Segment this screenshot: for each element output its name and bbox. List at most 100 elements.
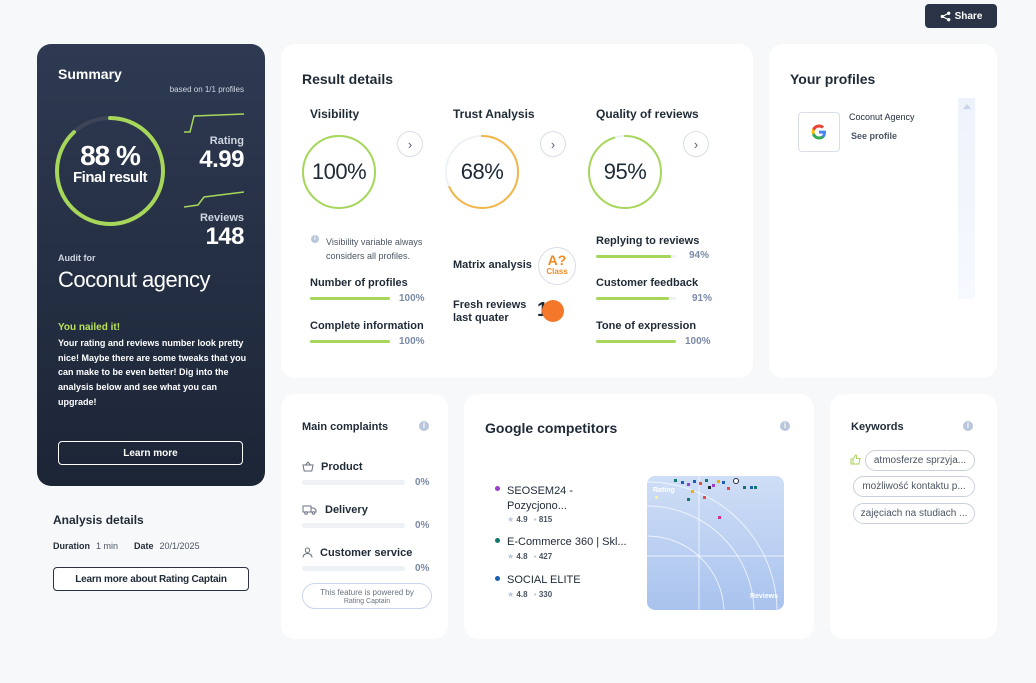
visibility-note: Visibility variable always considers all… [326,237,423,261]
learn-more-label: Learn more [123,447,178,459]
competitor-1-reviews: 427 [538,552,553,561]
qual-row-0-pct: 94% [689,250,710,261]
chart-point [754,486,757,489]
chart-arc-3 [647,481,778,610]
final-result-gauge [55,116,165,226]
fresh-label: Fresh reviews last quater [453,299,527,324]
chevron-right-icon: › [693,136,699,152]
keyword-tag-2[interactable]: zajęciach na studiach ... [853,503,975,524]
chart-point [655,496,658,499]
learn-more-button[interactable]: Learn more [58,441,243,465]
complaint-0-bar [302,480,405,485]
quality-title: Quality of reviews [596,107,699,121]
matrix-class-text: Class [546,267,568,276]
powered-by-badge: This feature is powered by Rating Captai… [302,583,432,609]
reviews-label: Reviews [199,212,244,224]
star-icon: ★ [507,552,515,561]
competitors-scatter-chart: Rating Reviews [647,476,784,610]
competitor-1-dot [495,538,500,543]
chart-point [687,483,690,486]
profile-name: Coconut Agency [849,112,915,122]
see-profile-link[interactable]: See profile [851,131,898,141]
qual-row-2-bar [596,340,676,343]
keyword-tag-1[interactable]: możliwość kontaktu p... [853,476,975,497]
scroll-up-icon[interactable] [962,104,971,109]
competitor-1-name: E-Commerce 360 | Skl... [507,536,627,548]
qual-row-1-bar [596,297,676,300]
visibility-info-icon: i [311,235,319,243]
complaint-2-bar [302,566,405,571]
summary-card: Summary based on 1/1 profiles 88 % Final… [37,44,265,486]
chart-y-label: Rating [653,487,675,494]
vis-row-0-label: Number of profiles [310,277,408,289]
date-label: Date [134,541,154,551]
competitor-0-meta: ★ 4.9 ▪ 815 [507,515,552,524]
thumbs-up-icon [850,454,861,465]
keywords-info-icon[interactable]: i [963,421,973,431]
quality-percent: 95% [603,159,647,184]
quality-gauge [588,135,662,209]
qual-row-2-pct: 100% [685,336,711,347]
basket-icon [302,461,314,472]
based-on-text: based on 1/1 profiles [169,85,244,94]
chart-arc-1 [647,535,725,610]
competitor-2-dot [495,576,500,581]
keywords-title: Keywords [851,421,904,433]
complaint-2-pct: 0% [415,563,430,574]
qual-row-1-label: Customer feedback [596,277,699,289]
trust-title: Trust Analysis [453,107,535,121]
chart-x-label: Reviews [750,593,778,600]
analysis-title: Analysis details [53,513,144,527]
chart-background [647,476,784,610]
duration-value: 1 min [96,541,119,551]
rating-trend-line [184,113,244,133]
chart-point [691,490,694,493]
complaints-card: Main complaints i Product 0% Delivery 0%… [281,394,448,639]
learn-more-rc-button[interactable]: Learn more about Rating Captain [53,567,249,591]
star-icon: ★ [507,515,515,524]
competitor-0-reviews: 815 [538,515,553,524]
vis-row-1-bar [310,340,390,343]
reviews-value: 148 [205,223,244,250]
chart-point [681,481,684,484]
chart-point-own [733,478,739,484]
trust-next-button[interactable]: › [540,131,566,157]
chart-point [699,482,702,485]
comment-icon: ▪ [533,590,537,599]
visibility-percent: 100% [311,159,367,184]
matrix-badge-text: A? [547,252,567,268]
chart-point [727,487,730,490]
share-label: Share [954,10,983,22]
quality-next-button[interactable]: › [683,131,709,157]
complaint-1-bar [302,523,405,528]
vis-row-1-pct: 100% [399,336,425,347]
keyword-tag-0[interactable]: atmosferze sprzyja... [865,450,975,471]
competitors-info-icon[interactable]: i [780,421,790,431]
rating-value: 4.99 [199,146,244,173]
duration-label: Duration [53,541,90,551]
competitors-card: Google competitors i SEOSEM24 - Pozycjon… [464,394,814,639]
complaints-info-icon[interactable]: i [419,421,429,431]
profiles-scrollbar[interactable] [958,98,975,299]
complaint-0-pct: 0% [415,477,430,488]
competitor-0-name: SEOSEM24 - Pozycjono... [507,485,574,512]
profiles-card: Your profiles Coconut Agency See profile [769,44,997,378]
reviews-trend-line [184,191,244,208]
chart-point [717,480,720,483]
share-button[interactable]: Share [925,4,997,28]
chart-point [718,516,721,519]
competitor-2-rating: 4.8 [516,590,528,599]
chart-point [712,484,715,487]
comment-icon: ▪ [533,552,537,561]
profiles-title: Your profiles [790,71,876,87]
chart-point [705,479,708,482]
profile-google-logo [798,112,840,152]
share-icon [940,11,950,21]
visibility-next-button[interactable]: › [397,131,423,157]
nailed-title: You nailed it! [58,322,121,333]
result-title: Result details [302,71,394,87]
google-icon [811,124,826,140]
chart-point [722,481,725,484]
competitor-2-reviews: 330 [538,590,553,599]
competitors-title: Google competitors [485,420,618,436]
